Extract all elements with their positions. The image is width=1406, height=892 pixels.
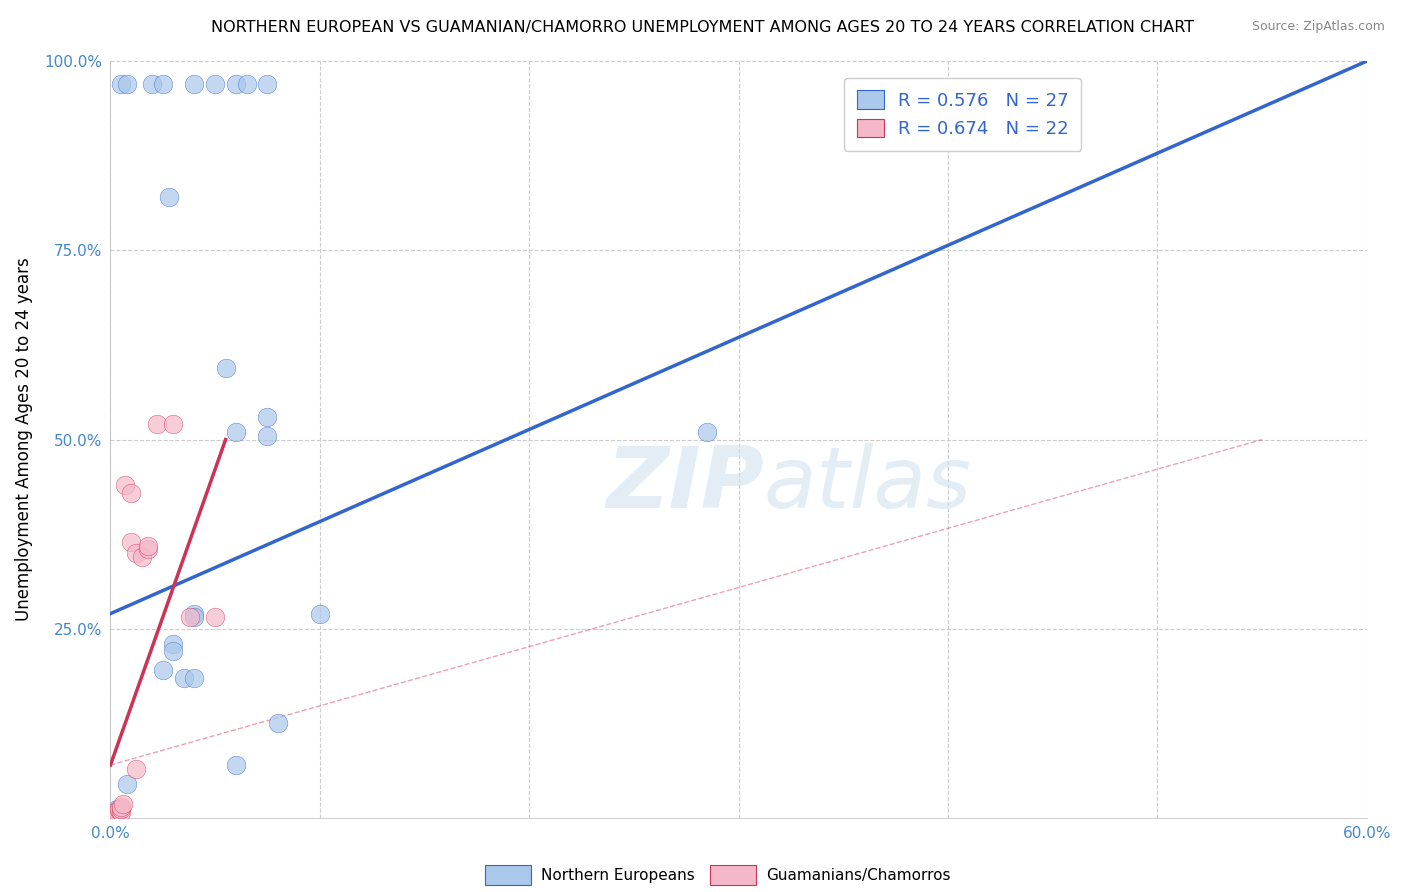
Point <box>104 805 127 819</box>
Point <box>162 637 184 651</box>
Point <box>108 802 131 816</box>
Text: Source: ZipAtlas.com: Source: ZipAtlas.com <box>1251 20 1385 33</box>
Point <box>162 644 184 658</box>
Point <box>308 607 330 621</box>
Point <box>111 797 134 812</box>
Point <box>124 762 146 776</box>
Point <box>108 804 131 818</box>
Legend: R = 0.576   N = 27, R = 0.674   N = 22: R = 0.576 N = 27, R = 0.674 N = 22 <box>844 78 1081 151</box>
Point <box>267 716 290 731</box>
Point <box>225 77 247 91</box>
Point <box>115 777 138 791</box>
Point <box>696 425 718 439</box>
Point <box>214 360 236 375</box>
Point <box>110 805 132 819</box>
Point <box>136 539 159 553</box>
Point <box>183 77 205 91</box>
Point <box>152 664 174 678</box>
Point <box>157 190 180 204</box>
Point <box>124 546 146 560</box>
Point <box>173 671 195 685</box>
Point <box>141 77 163 91</box>
Point <box>104 807 127 822</box>
Point <box>152 77 174 91</box>
Point <box>235 77 257 91</box>
Point <box>105 807 128 822</box>
Point <box>136 542 159 557</box>
Point <box>225 425 247 439</box>
Point <box>114 478 136 492</box>
Point <box>105 805 128 819</box>
Point <box>183 671 205 685</box>
Point <box>110 77 132 91</box>
Y-axis label: Unemployment Among Ages 20 to 24 years: Unemployment Among Ages 20 to 24 years <box>15 258 32 622</box>
Point <box>115 77 138 91</box>
Point <box>179 610 201 624</box>
Point <box>162 417 184 432</box>
Point <box>120 485 142 500</box>
Point <box>131 549 153 564</box>
Point <box>256 77 278 91</box>
Text: ZIP: ZIP <box>606 443 763 526</box>
Point <box>204 610 226 624</box>
Point <box>105 802 128 816</box>
Text: Northern Europeans: Northern Europeans <box>541 869 695 883</box>
Point <box>225 758 247 772</box>
Text: Guamanians/Chamorros: Guamanians/Chamorros <box>766 869 950 883</box>
Point <box>256 409 278 424</box>
Point <box>145 417 167 432</box>
Point <box>204 77 226 91</box>
Point <box>120 534 142 549</box>
Point <box>110 802 132 816</box>
Point <box>183 610 205 624</box>
Text: atlas: atlas <box>763 443 972 526</box>
Point <box>256 429 278 443</box>
Point <box>110 799 132 814</box>
Text: NORTHERN EUROPEAN VS GUAMANIAN/CHAMORRO UNEMPLOYMENT AMONG AGES 20 TO 24 YEARS C: NORTHERN EUROPEAN VS GUAMANIAN/CHAMORRO … <box>211 20 1195 35</box>
Point <box>183 607 205 621</box>
